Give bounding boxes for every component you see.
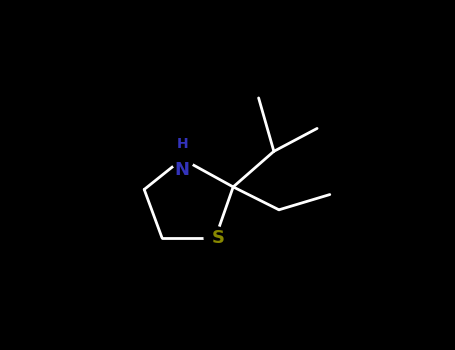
Text: N: N (175, 161, 190, 180)
Circle shape (171, 148, 193, 170)
Text: S: S (212, 229, 224, 247)
Text: H: H (177, 137, 188, 151)
Circle shape (204, 226, 227, 249)
